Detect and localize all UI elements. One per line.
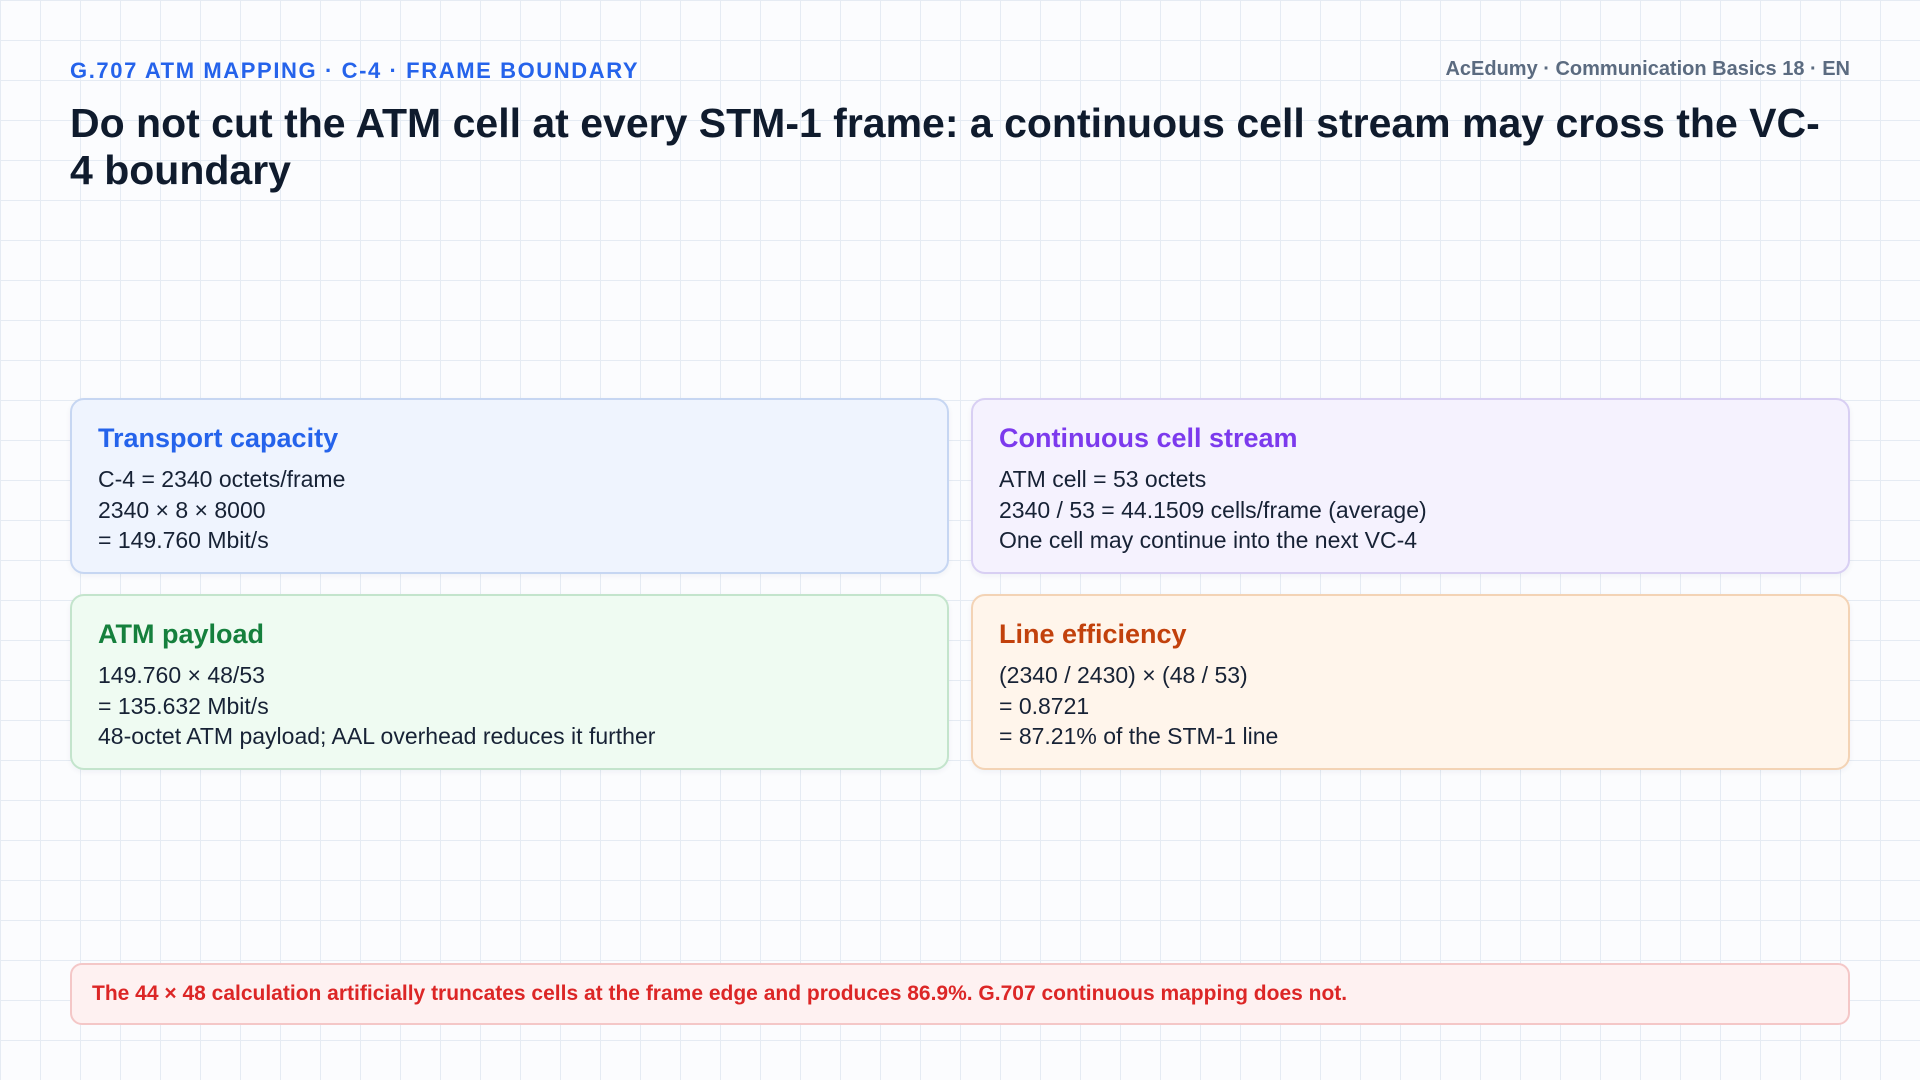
brand-label: AcEdumy · Communication Basics 18 · EN	[1445, 58, 1850, 80]
card-continuous-cell-stream: Continuous cell stream ATM cell = 53 oct…	[971, 398, 1850, 574]
card-line: = 0.8721	[999, 692, 1090, 719]
card-line-efficiency: Line efficiency (2340 / 2430) × (48 / 53…	[971, 594, 1850, 770]
page-title: Do not cut the ATM cell at every STM-1 f…	[70, 100, 1820, 193]
card-line: ATM cell = 53 octets	[999, 466, 1207, 492]
card-line: 2340 × 8 × 8000	[98, 496, 266, 523]
section-kicker: G.707 ATM MAPPING · C-4 · FRAME BOUNDARY	[70, 58, 640, 83]
warning-note: The 44 × 48 calculation artificially tru…	[70, 963, 1850, 1025]
card-line: = 135.632 Mbit/s	[98, 692, 269, 719]
card-line: = 87.21% of the STM-1 line	[999, 723, 1279, 749]
card-title: Continuous cell stream	[999, 423, 1298, 453]
card-line: = 149.760 Mbit/s	[98, 527, 269, 553]
card-line: 2340 / 53 = 44.1509 cells/frame (average…	[999, 496, 1427, 523]
card-atm-payload: ATM payload 149.760 × 48/53 = 135.632 Mb…	[70, 594, 949, 770]
card-line: C-4 = 2340 octets/frame	[98, 466, 346, 492]
card-title: Transport capacity	[98, 423, 339, 453]
card-line: (2340 / 2430) × (48 / 53)	[999, 662, 1248, 688]
card-line: One cell may continue into the next VC-4	[999, 527, 1418, 553]
card-transport-capacity: Transport capacity C-4 = 2340 octets/fra…	[70, 398, 949, 574]
card-title: ATM payload	[98, 619, 265, 649]
card-line: 48-octet ATM payload; AAL overhead reduc…	[98, 723, 656, 749]
info-cards-grid: Transport capacity C-4 = 2340 octets/fra…	[70, 398, 1850, 770]
warning-note-text: The 44 × 48 calculation artificially tru…	[92, 982, 1348, 1005]
card-title: Line efficiency	[999, 619, 1187, 649]
card-line: 149.760 × 48/53	[98, 662, 265, 688]
